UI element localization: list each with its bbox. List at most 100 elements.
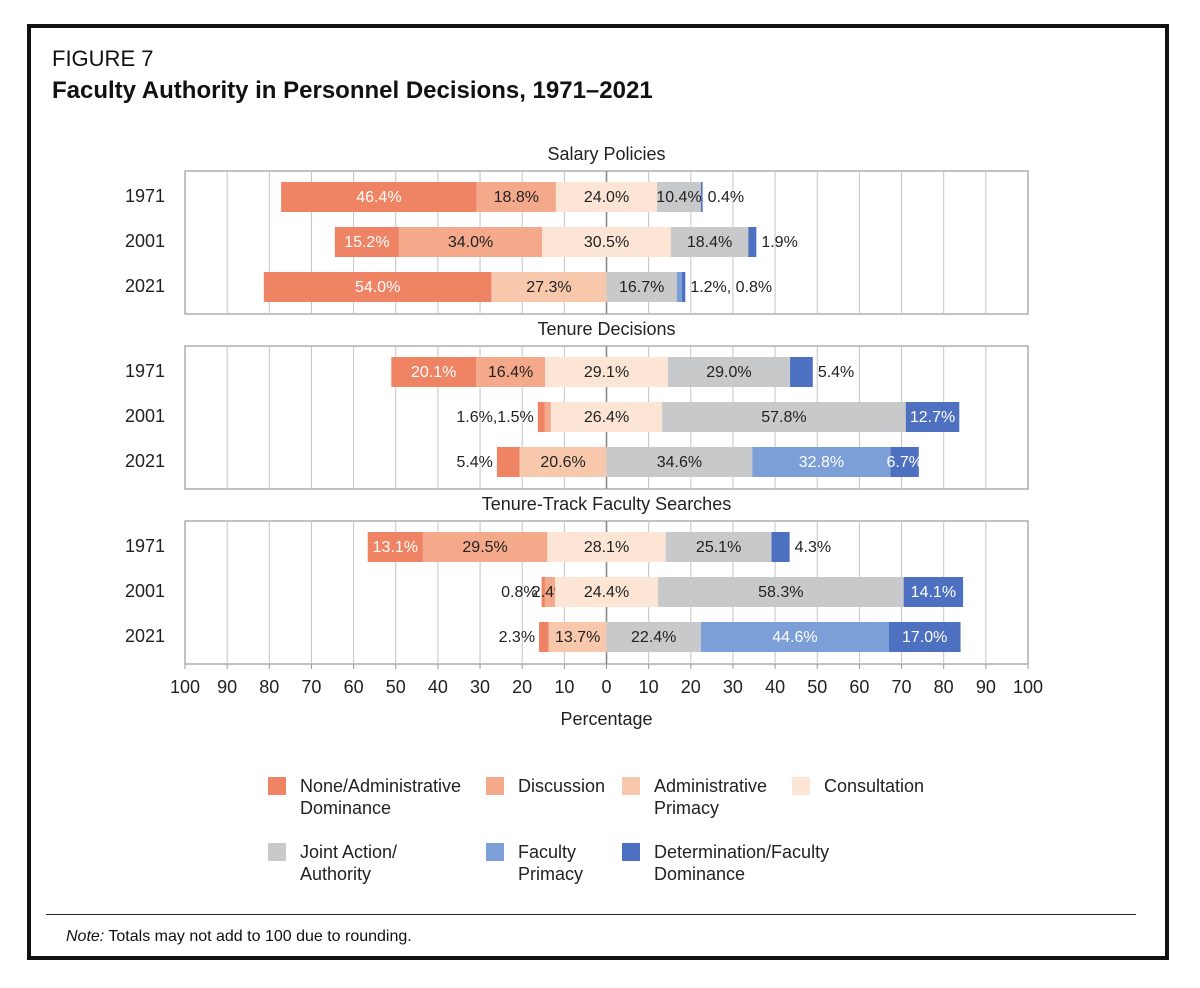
data-label-outside: 0.8% [501, 584, 537, 601]
bar-segment [539, 622, 549, 652]
data-label-outside: 5.4% [818, 364, 854, 381]
bar-segment [391, 357, 477, 387]
row-year-label: 2021 [125, 451, 165, 471]
bar-segment [547, 532, 666, 562]
data-label: 13.1% [373, 539, 418, 556]
bar-segment [281, 182, 477, 212]
bar-segment [905, 402, 960, 432]
x-tick-label: 50 [807, 677, 827, 697]
bar-segment [555, 577, 658, 607]
figure-label: FIGURE 7 [52, 46, 154, 71]
chart-note: Note: Totals may not add to 100 due to r… [66, 928, 412, 946]
bar-segment [519, 447, 607, 477]
data-label: 13.7% [555, 629, 600, 646]
bar-segment [903, 577, 964, 607]
x-tick-label: 30 [723, 677, 743, 697]
panel-title: Tenure-Track Faculty Searches [482, 494, 731, 514]
x-tick-label: 100 [170, 677, 200, 697]
legend-item: Joint Action/ Authority [268, 841, 397, 885]
row-year-label: 2001 [125, 406, 165, 426]
x-tick-label: 90 [217, 677, 237, 697]
bar-segment [667, 357, 791, 387]
data-label: 29.5% [462, 539, 507, 556]
legend-swatch [622, 777, 640, 795]
note-prefix: Note: [66, 928, 105, 945]
data-label: 20.6% [540, 454, 585, 471]
data-label: 22.4% [631, 629, 676, 646]
bar-segment [681, 272, 686, 302]
legend-label: None/Administrative Dominance [300, 776, 462, 818]
figure-title: Faculty Authority in Personnel Decisions… [52, 77, 653, 104]
x-tick-label: 10 [554, 677, 574, 697]
legend-swatch [486, 843, 504, 861]
bar-segment [748, 227, 757, 257]
bar-segment [657, 182, 701, 212]
x-tick-label: 70 [892, 677, 912, 697]
data-label: 14.1% [911, 584, 956, 601]
bar-segment [606, 622, 701, 652]
bar-segment [790, 357, 813, 387]
bar-segment [548, 622, 607, 652]
bar-segment [676, 272, 682, 302]
bar-segment [544, 402, 551, 432]
bar-segment [367, 532, 423, 562]
bar-segment [555, 182, 658, 212]
legend-item: Faculty Primacy [486, 841, 583, 885]
data-label-outside: 1.6%,1.5% [456, 409, 533, 426]
data-label: 25.1% [696, 539, 741, 556]
data-label: 17.0% [902, 629, 947, 646]
legend-label: Joint Action/ Authority [300, 842, 398, 884]
bar-segment [606, 272, 677, 302]
data-label: 32.8% [799, 454, 844, 471]
legend-label: Administrative Primacy [654, 776, 768, 818]
data-label-outside: 5.4% [456, 454, 492, 471]
data-label: 10.4% [656, 189, 701, 206]
row-year-label: 1971 [125, 536, 165, 556]
data-label: 27.3% [526, 279, 571, 296]
data-label-outside: 2.3% [499, 629, 535, 646]
x-tick-label: 0 [601, 677, 611, 697]
x-tick-label: 60 [344, 677, 364, 697]
bar-segment [491, 272, 607, 302]
bar-segment [665, 532, 772, 562]
data-label: 16.7% [619, 279, 664, 296]
x-tick-label: 50 [386, 677, 406, 697]
data-label-outside: 1.9% [761, 234, 797, 251]
row-year-label: 2001 [125, 581, 165, 601]
legend-swatch [268, 777, 286, 795]
data-label-outside: 0.4% [708, 189, 744, 206]
x-tick-label: 80 [259, 677, 279, 697]
x-tick-label: 100 [1013, 677, 1043, 697]
bar-segment [606, 447, 753, 477]
bar-segment [888, 622, 961, 652]
x-tick-label: 70 [301, 677, 321, 697]
data-label: 29.0% [706, 364, 751, 381]
row-year-label: 2021 [125, 276, 165, 296]
data-label: 28.1% [584, 539, 629, 556]
legend-item: Administrative Primacy [622, 775, 767, 819]
legend-label: Determination/Faculty Dominance [654, 842, 830, 884]
bar-segment [550, 402, 663, 432]
x-tick-label: 90 [976, 677, 996, 697]
bar-segment [476, 182, 556, 212]
data-label: 34.0% [448, 234, 493, 251]
legend-swatch [486, 777, 504, 795]
legend-label: Discussion [518, 776, 606, 796]
x-axis-label: Percentage [560, 709, 652, 729]
legend-swatch [268, 843, 286, 861]
bar-segment [700, 182, 703, 212]
data-label: 6.7% [886, 454, 922, 471]
row-year-label: 2001 [125, 231, 165, 251]
x-tick-label: 60 [849, 677, 869, 697]
legend-swatch [622, 843, 640, 861]
data-label-outside: 1.2%, 0.8% [690, 279, 772, 296]
data-label: 24.4% [584, 584, 629, 601]
bar-segment [398, 227, 543, 257]
bar-segment [771, 532, 790, 562]
data-label: 26.4% [584, 409, 629, 426]
x-tick-label: 80 [934, 677, 954, 697]
bar-segment [334, 227, 399, 257]
legend-label: Faculty Primacy [518, 842, 584, 884]
legend-label: Consultation [824, 776, 925, 796]
diverging-bar-chart: Salary Policies 1971 46.4% 18.8% 24.0% 10.4% 0… [125, 144, 1043, 729]
